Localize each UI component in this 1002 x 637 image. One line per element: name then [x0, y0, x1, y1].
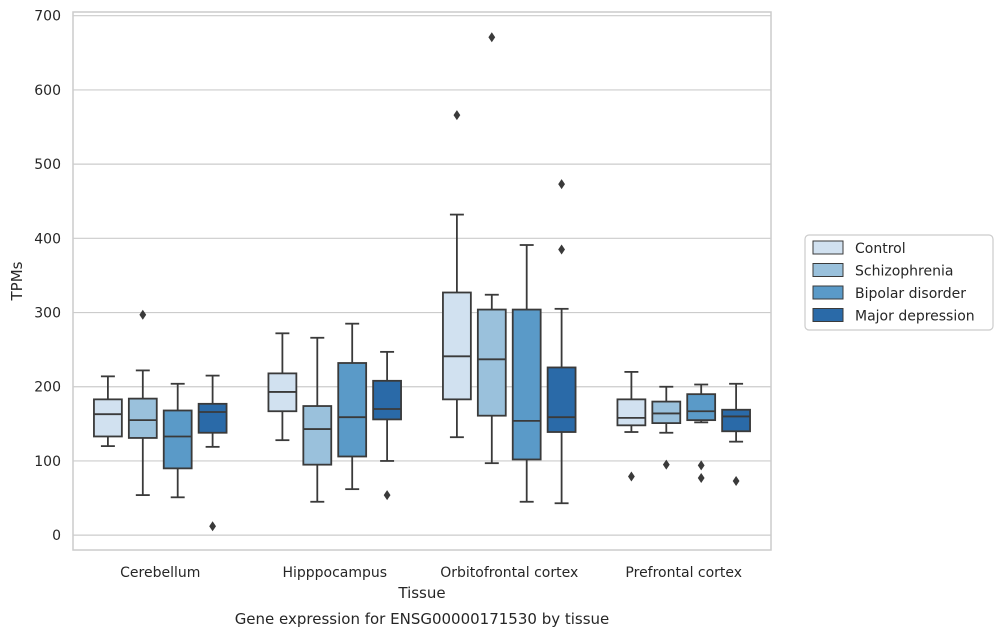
y-axis-ticks: 0 100 200 300 400 500 600 700	[34, 9, 61, 544]
x-tick-label: Prefrontal cortex	[625, 565, 742, 581]
y-tick-label: 500	[34, 157, 61, 173]
legend-frame	[804, 234, 994, 331]
y-tick-label: 300	[34, 306, 61, 322]
y-tick-label: 600	[34, 83, 61, 99]
box	[337, 362, 368, 458]
box-series	[93, 32, 751, 532]
y-tick-label: 400	[34, 231, 61, 247]
box	[302, 405, 333, 466]
legend-label: Schizophrenia	[855, 264, 953, 280]
outlier-point	[383, 490, 391, 501]
box-major-depression	[721, 382, 751, 486]
y-tick-label: 200	[34, 380, 61, 396]
box-schizophrenia	[651, 385, 682, 470]
outlier-point	[488, 32, 496, 43]
y-axis-label: TPMs	[8, 261, 26, 301]
plot-area	[72, 11, 772, 551]
x-axis-ticks: Cerebellum Hipppocampus Orbitofrontal cort…	[120, 565, 742, 581]
legend-label: Control	[855, 241, 906, 257]
outlier-point	[662, 459, 670, 470]
y-tick-label: 700	[34, 9, 61, 25]
outlier-point	[628, 471, 635, 482]
box-control	[93, 375, 123, 448]
box-major-depression	[197, 374, 228, 532]
x-tick-label: Cerebellum	[120, 565, 200, 581]
legend-swatch	[812, 285, 844, 300]
box	[442, 291, 472, 401]
box	[162, 409, 193, 470]
box	[616, 398, 647, 427]
outlier-point	[558, 179, 565, 190]
box	[511, 308, 542, 461]
box	[127, 397, 158, 439]
outlier-point	[732, 475, 740, 486]
outlier-point	[697, 460, 705, 471]
legend-swatch	[812, 308, 844, 322]
box-control	[267, 332, 298, 442]
legend-swatch	[812, 263, 844, 277]
x-axis-label: Tissue	[397, 584, 445, 602]
x-tick-label: Hipppocampus	[282, 565, 387, 581]
legend-label: Major depression	[855, 309, 975, 325]
legend: Control Schizophrenia Bipolar disorder Majo…	[804, 234, 994, 331]
box	[197, 402, 228, 434]
box	[686, 393, 717, 422]
box-bipolar-disorder	[511, 244, 542, 503]
box-bipolar-disorder	[686, 383, 717, 484]
box-major-depression	[372, 350, 402, 501]
chart-caption: Gene expression for ENSG00000171530 by t…	[235, 610, 610, 628]
y-tick-label: 100	[34, 454, 61, 470]
legend-swatch	[812, 240, 844, 255]
box-schizophrenia	[302, 336, 333, 503]
outlier-point	[209, 521, 216, 532]
box-control	[616, 371, 647, 482]
box	[93, 398, 123, 438]
box-control	[442, 110, 472, 439]
box	[372, 379, 402, 421]
y-tick-label: 0	[52, 528, 61, 544]
box	[651, 400, 682, 425]
outlier-point	[139, 309, 147, 320]
outlier-point	[558, 244, 565, 255]
box	[476, 308, 507, 417]
box-bipolar-disorder	[337, 322, 368, 491]
box-bipolar-disorder	[162, 382, 193, 499]
box	[546, 366, 577, 433]
box-major-depression	[546, 179, 577, 505]
box-schizophrenia	[476, 32, 507, 465]
box	[721, 408, 751, 433]
legend-label: Bipolar disorder	[855, 286, 966, 302]
outlier-point	[697, 473, 705, 484]
box-schizophrenia	[127, 309, 158, 496]
outlier-point	[453, 110, 461, 121]
x-tick-label: Orbitofrontal cortex	[440, 565, 578, 581]
